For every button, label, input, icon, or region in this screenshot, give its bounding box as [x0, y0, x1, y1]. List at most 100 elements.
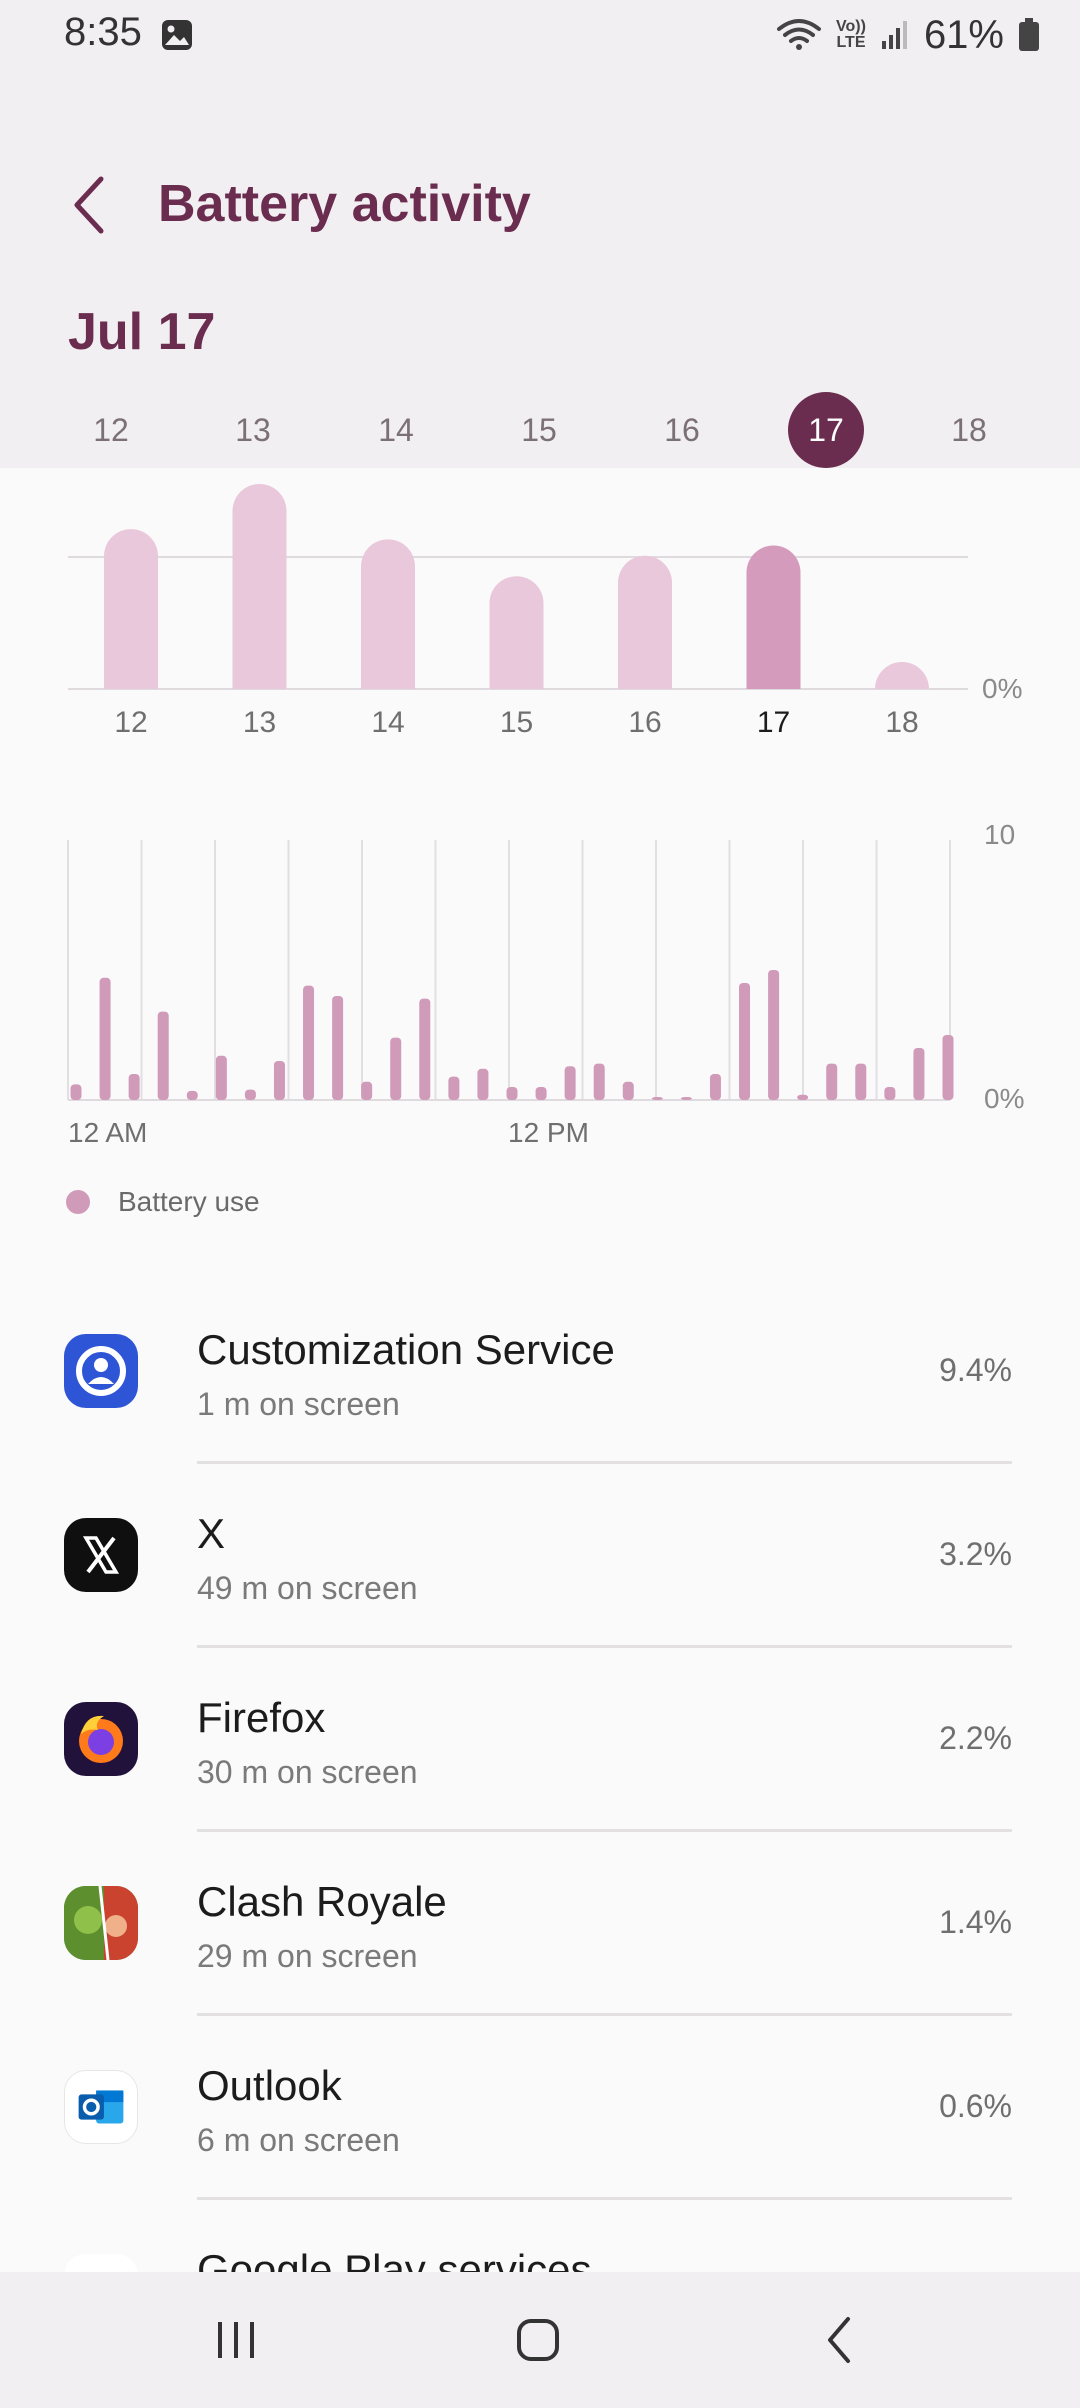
customization-service-icon: [64, 1334, 138, 1408]
daily-tick-18: 18: [885, 706, 918, 739]
hourly-bar: [622, 1081, 634, 1100]
home-button[interactable]: [488, 2300, 588, 2380]
app-row-firefox[interactable]: Firefox 30 m on screen 2.2%: [0, 1648, 1080, 1832]
day-selector: 12 13 14 15 16 17 18: [0, 392, 1080, 468]
status-icons: Vo)) LTE 61%: [776, 12, 1040, 58]
daily-tick-12: 12: [114, 706, 147, 739]
x-icon: [64, 1518, 138, 1592]
app-battery-percent: 3.2%: [939, 1536, 1012, 1572]
day-16[interactable]: 16: [664, 411, 700, 448]
hourly-bar: [477, 1068, 489, 1100]
app-battery-percent: 1.4%: [939, 1904, 1012, 1940]
daily-bar-14[interactable]: [361, 539, 415, 689]
hourly-bar: [709, 1074, 721, 1100]
daily-bar-17[interactable]: [746, 545, 801, 690]
chart-legend: Battery use: [66, 1186, 260, 1218]
hourly-bar: [99, 977, 111, 1100]
wifi-icon: [777, 19, 822, 50]
day-14[interactable]: 14: [378, 411, 414, 448]
hourly-bar: [361, 1081, 373, 1100]
back-button[interactable]: [64, 170, 114, 240]
hourly-bar: [157, 1011, 169, 1100]
daily-tick-14: 14: [371, 706, 404, 739]
hourly-bar: [506, 1087, 518, 1100]
legend-label: Battery use: [118, 1186, 260, 1217]
hourly-bar: [797, 1094, 809, 1100]
status-bar: 8:35 Vo)) LTE 61%: [0, 0, 1080, 70]
legend-dot: [66, 1190, 90, 1214]
app-name: Customization Service: [197, 1326, 615, 1373]
hourly-bar: [884, 1087, 896, 1100]
divider: [197, 1829, 1012, 1832]
recent-apps-button[interactable]: [186, 2300, 286, 2380]
daily-tick-15: 15: [500, 706, 533, 739]
day-13[interactable]: 13: [235, 411, 271, 448]
hourly-bar: [332, 996, 344, 1100]
daily-bar-18[interactable]: [875, 662, 929, 689]
daily-tick-16: 16: [628, 706, 661, 739]
recent-apps-icon: [218, 2322, 254, 2358]
hourly-bar: [942, 1035, 954, 1100]
divider: [197, 2013, 1012, 2016]
app-row-clash-royale[interactable]: Clash Royale 29 m on screen 1.4%: [0, 1832, 1080, 2016]
header-area: [0, 0, 1080, 468]
day-18[interactable]: 18: [951, 411, 987, 448]
daily-bar-13[interactable]: [232, 484, 287, 689]
app-row-outlook[interactable]: Outlook 6 m on screen 0.6%: [0, 2016, 1080, 2200]
hourly-bar: [128, 1074, 140, 1100]
day-12[interactable]: 12: [93, 411, 129, 448]
app-battery-percent: 0.6%: [939, 2088, 1012, 2124]
app-name: Clash Royale: [197, 1878, 447, 1925]
hourly-bar: [739, 983, 751, 1100]
hourly-bar: [390, 1037, 402, 1100]
selected-date: Jul 17: [68, 303, 216, 361]
battery-icon: [1019, 18, 1039, 51]
hourly-battery-chart: 10 0% 12 AM 12 PM: [67, 819, 1024, 1148]
hourly-bar: [680, 1097, 692, 1100]
hourly-bar: [303, 985, 315, 1100]
day-17-selected[interactable]: 17: [788, 392, 864, 468]
firefox-icon: [64, 1702, 138, 1776]
day-15[interactable]: 15: [521, 411, 557, 448]
app-row-x[interactable]: X 49 m on screen 3.2%: [0, 1464, 1080, 1648]
app-screen-time: 30 m on screen: [197, 1754, 418, 1790]
app-battery-percent: 2.2%: [939, 1720, 1012, 1756]
hourly-bar: [535, 1087, 547, 1100]
volte-icon: Vo)) LTE: [836, 18, 866, 51]
gallery-notification-icon: [162, 20, 192, 50]
divider: [197, 2197, 1012, 2200]
hourly-bar: [564, 1066, 576, 1100]
home-icon: [517, 2319, 559, 2361]
hourly-bar: [855, 1063, 867, 1100]
hourly-bar: [273, 1061, 285, 1100]
y-axis-label-max: 10: [984, 819, 1015, 850]
hourly-bar: [215, 1055, 227, 1100]
app-screen-time: 6 m on screen: [197, 2122, 400, 2158]
divider: [197, 1461, 1012, 1464]
page-title: Battery activity: [158, 175, 531, 233]
app-name: Outlook: [197, 2062, 342, 2109]
hourly-bar: [768, 970, 780, 1100]
y-axis-label-zero: 0%: [982, 673, 1022, 704]
hourly-bar: [186, 1090, 198, 1100]
x-tick-12pm: 12 PM: [508, 1117, 589, 1148]
back-nav-button[interactable]: [790, 2300, 890, 2380]
app-row-customization-service[interactable]: Customization Service 1 m on screen 9.4%: [0, 1280, 1080, 1464]
hourly-bar: [651, 1097, 663, 1100]
hourly-bar: [448, 1076, 460, 1100]
daily-bar-15[interactable]: [489, 576, 544, 689]
divider: [197, 1645, 1012, 1648]
daily-bar-12[interactable]: [104, 529, 158, 689]
y-axis-label-min: 0%: [984, 1083, 1024, 1114]
status-time: 8:35: [64, 10, 142, 54]
app-name: X: [197, 1510, 226, 1557]
app-usage-list: Customization Service 1 m on screen 9.4%…: [0, 1280, 1080, 2384]
daily-tick-17: 17: [757, 706, 790, 739]
back-icon: [828, 2317, 850, 2363]
chevron-left-icon: [74, 176, 104, 234]
hourly-bar: [826, 1063, 838, 1100]
hourly-bar: [419, 998, 431, 1100]
daily-bar-16[interactable]: [618, 555, 672, 689]
hourly-bar: [593, 1063, 605, 1100]
hourly-bar: [913, 1048, 925, 1100]
